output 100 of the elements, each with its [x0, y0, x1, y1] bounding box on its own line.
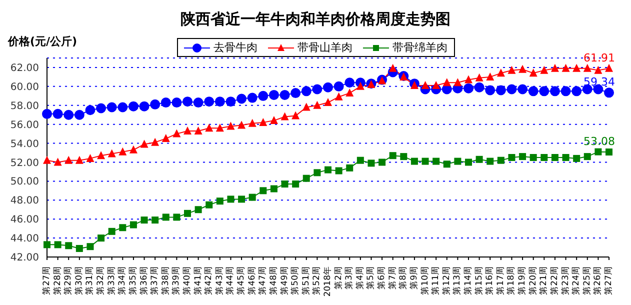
point: [594, 148, 602, 156]
point: [75, 156, 84, 164]
x-tick-label: 第39周: [170, 266, 182, 295]
point: [216, 198, 224, 205]
point: [454, 78, 462, 86]
x-tick-label: 第28周: [52, 266, 63, 295]
point: [560, 86, 571, 96]
x-tick-label: 第23周: [560, 266, 571, 295]
point: [562, 154, 570, 161]
point: [248, 118, 256, 127]
point: [475, 73, 484, 82]
y-tick-label: 62.00: [10, 63, 39, 74]
x-tick-label: 第44周: [224, 266, 236, 295]
point: [486, 158, 494, 165]
point: [530, 154, 537, 161]
point: [312, 84, 322, 94]
point: [486, 72, 494, 80]
point: [204, 96, 214, 107]
point: [97, 151, 106, 160]
point: [519, 153, 526, 160]
point: [151, 138, 160, 146]
point: [539, 86, 550, 96]
point: [193, 98, 204, 108]
point: [216, 124, 224, 132]
x-tick-label: 第35周: [127, 266, 138, 295]
point: [292, 111, 300, 120]
point: [485, 85, 496, 96]
point: [508, 66, 516, 74]
point: [182, 96, 192, 107]
x-tick-label: 第12周: [440, 266, 452, 295]
point: [464, 75, 472, 84]
point: [140, 216, 148, 224]
point: [108, 228, 116, 235]
x-tick-label: 第26周: [592, 266, 604, 295]
x-tick-label: 第36周: [138, 266, 150, 295]
point: [302, 102, 310, 111]
x-tick-label: 第2周: [332, 266, 344, 290]
x-tick-label: 第42周: [203, 266, 214, 295]
x-tick-label: 第15周: [473, 266, 484, 295]
point: [346, 164, 354, 172]
x-tick-label: 第31周: [84, 266, 96, 295]
point: [314, 169, 321, 176]
point: [529, 68, 538, 77]
point: [356, 156, 364, 164]
y-tick-label: 56.00: [10, 120, 39, 131]
point: [496, 85, 506, 96]
x-tick-label: 第25周: [581, 266, 592, 295]
point: [540, 66, 548, 74]
point: [64, 110, 74, 120]
x-tick-label: 第22周: [548, 266, 560, 295]
y-tick-label: 54.00: [10, 138, 39, 150]
point: [205, 124, 214, 132]
point: [334, 81, 344, 92]
point: [106, 102, 117, 112]
x-tick-label: 第4周: [354, 266, 366, 290]
point: [247, 92, 258, 103]
point: [172, 98, 182, 108]
point: [227, 196, 234, 203]
point: [280, 90, 290, 100]
point: [540, 154, 548, 161]
y-tick-label: 44.00: [10, 234, 39, 245]
point: [74, 110, 84, 120]
point: [474, 82, 484, 92]
point: [44, 241, 50, 248]
point: [497, 156, 504, 164]
point: [86, 243, 94, 250]
point: [432, 80, 440, 89]
x-tick-label: 第18周: [506, 266, 517, 295]
point: [64, 156, 73, 164]
point: [324, 98, 332, 106]
point: [454, 158, 462, 165]
y-tick-label: 50.00: [10, 176, 39, 188]
point: [496, 68, 505, 77]
x-tick-label: 第37周: [149, 266, 160, 295]
point: [562, 64, 570, 72]
point: [248, 194, 256, 201]
point: [152, 216, 159, 224]
point: [550, 64, 559, 72]
point: [236, 94, 247, 104]
point: [572, 86, 582, 96]
point: [270, 185, 278, 192]
x-tick-label: 第52周: [311, 266, 322, 295]
point: [421, 80, 430, 89]
point: [583, 64, 592, 72]
point: [238, 120, 246, 129]
point: [335, 167, 342, 174]
point: [378, 158, 386, 166]
point: [268, 90, 279, 100]
point: [43, 156, 51, 164]
x-tick-label: 第27周: [41, 266, 52, 295]
legend-label: 带骨绵羊肉: [392, 40, 448, 55]
y-tick-label: 42.00: [10, 252, 39, 264]
y-tick-label: 52.00: [10, 158, 39, 169]
point: [334, 92, 343, 100]
x-tick-label: 第34周: [116, 266, 128, 295]
x-tick-label: 第30周: [73, 266, 84, 295]
point: [443, 160, 450, 168]
x-tick-label: 第20周: [527, 266, 538, 295]
point: [139, 101, 150, 112]
x-tick-label: 第11周: [430, 266, 442, 295]
